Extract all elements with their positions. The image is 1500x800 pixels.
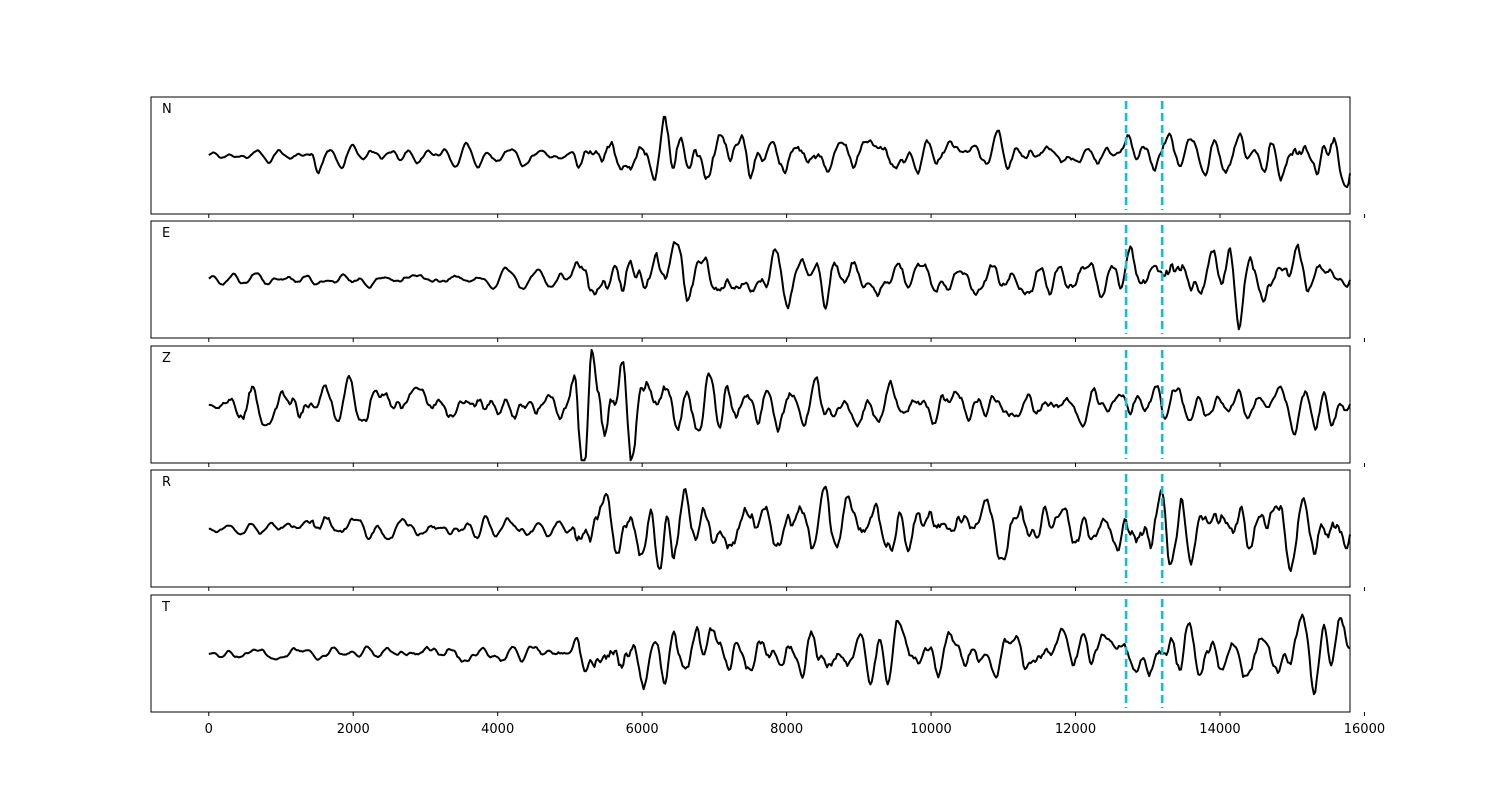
x-tick-label: 14000 [1199,722,1240,737]
x-tick-label: 16000 [1344,722,1385,737]
panel-label-Z: Z [162,351,171,366]
panel-frame-R [150,469,1351,588]
panel-E: E [150,220,1365,342]
panel-N: N [150,96,1365,218]
panel-T: T [150,594,1365,716]
panel-label-N: N [162,102,172,117]
x-tick-label: 2000 [337,722,370,737]
x-tick-label: 10000 [910,722,951,737]
panel-frame-E [150,220,1351,339]
trace-R [208,485,1351,572]
panel-Z: Z [150,345,1365,467]
trace-E [208,241,1351,331]
x-tick-label: 12000 [1055,722,1096,737]
x-tick-label: 4000 [481,722,514,737]
panels-group: N E Z R T [150,96,1365,716]
panel-label-E: E [162,226,170,241]
x-tick-label: 6000 [626,722,659,737]
trace-Z [208,348,1351,462]
x-axis: 0 2000 4000 6000 8000 10000 12000 14000 16000 [205,722,1385,737]
panel-R: R [150,469,1365,591]
x-tick-label: 0 [205,722,213,737]
trace-T [208,613,1351,696]
x-tick-label: 8000 [770,722,803,737]
panel-frame-Z [150,345,1351,464]
panel-label-T: T [161,600,170,615]
panel-frame-N [150,96,1351,215]
panel-label-R: R [162,475,171,490]
trace-N [208,115,1351,189]
panel-frame-T [150,594,1351,713]
